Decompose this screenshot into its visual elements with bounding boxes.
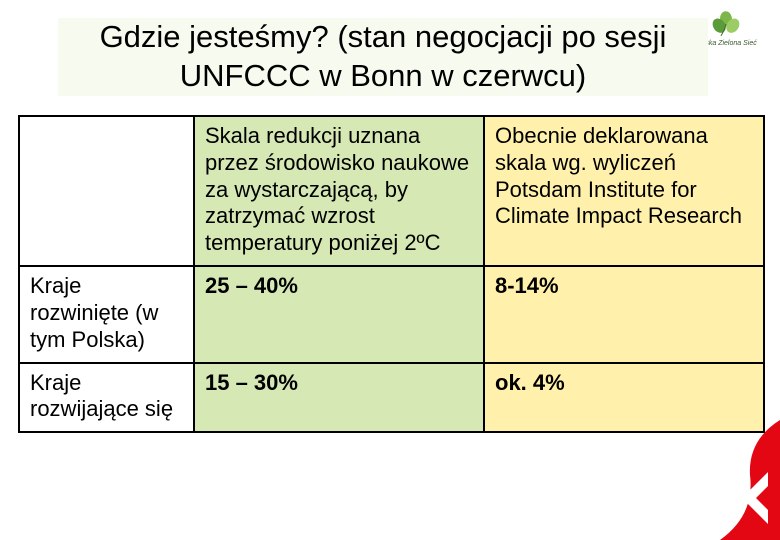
row-value-declared: 8-14%: [484, 266, 764, 362]
row-value-science: 25 – 40%: [194, 266, 484, 362]
table-row: Kraje rozwijające się 15 – 30% ok. 4%: [19, 363, 764, 433]
table-header-row: Skala redukcji uznana przez środowisko n…: [19, 116, 764, 266]
row-value-science: 15 – 30%: [194, 363, 484, 433]
leaf-logo-icon: [709, 10, 743, 38]
header-cell-declared: Obecnie deklarowana skala wg. wyliczeń P…: [484, 116, 764, 266]
header-cell-science: Skala redukcji uznana przez środowisko n…: [194, 116, 484, 266]
row-label: Kraje rozwijające się: [19, 363, 194, 433]
red-corner-shape: [720, 420, 780, 540]
row-value-declared: ok. 4%: [484, 363, 764, 433]
header-cell-empty: [19, 116, 194, 266]
row-label: Kraje rozwinięte (w tym Polska): [19, 266, 194, 362]
table-row: Kraje rozwinięte (w tym Polska) 25 – 40%…: [19, 266, 764, 362]
slide-title: Gdzie jesteśmy? (stan negocjacji po sesj…: [58, 18, 708, 96]
slide: Polska Zielona Sieć Gdzie jesteśmy? (sta…: [0, 0, 780, 540]
comparison-table: Skala redukcji uznana przez środowisko n…: [18, 115, 765, 433]
